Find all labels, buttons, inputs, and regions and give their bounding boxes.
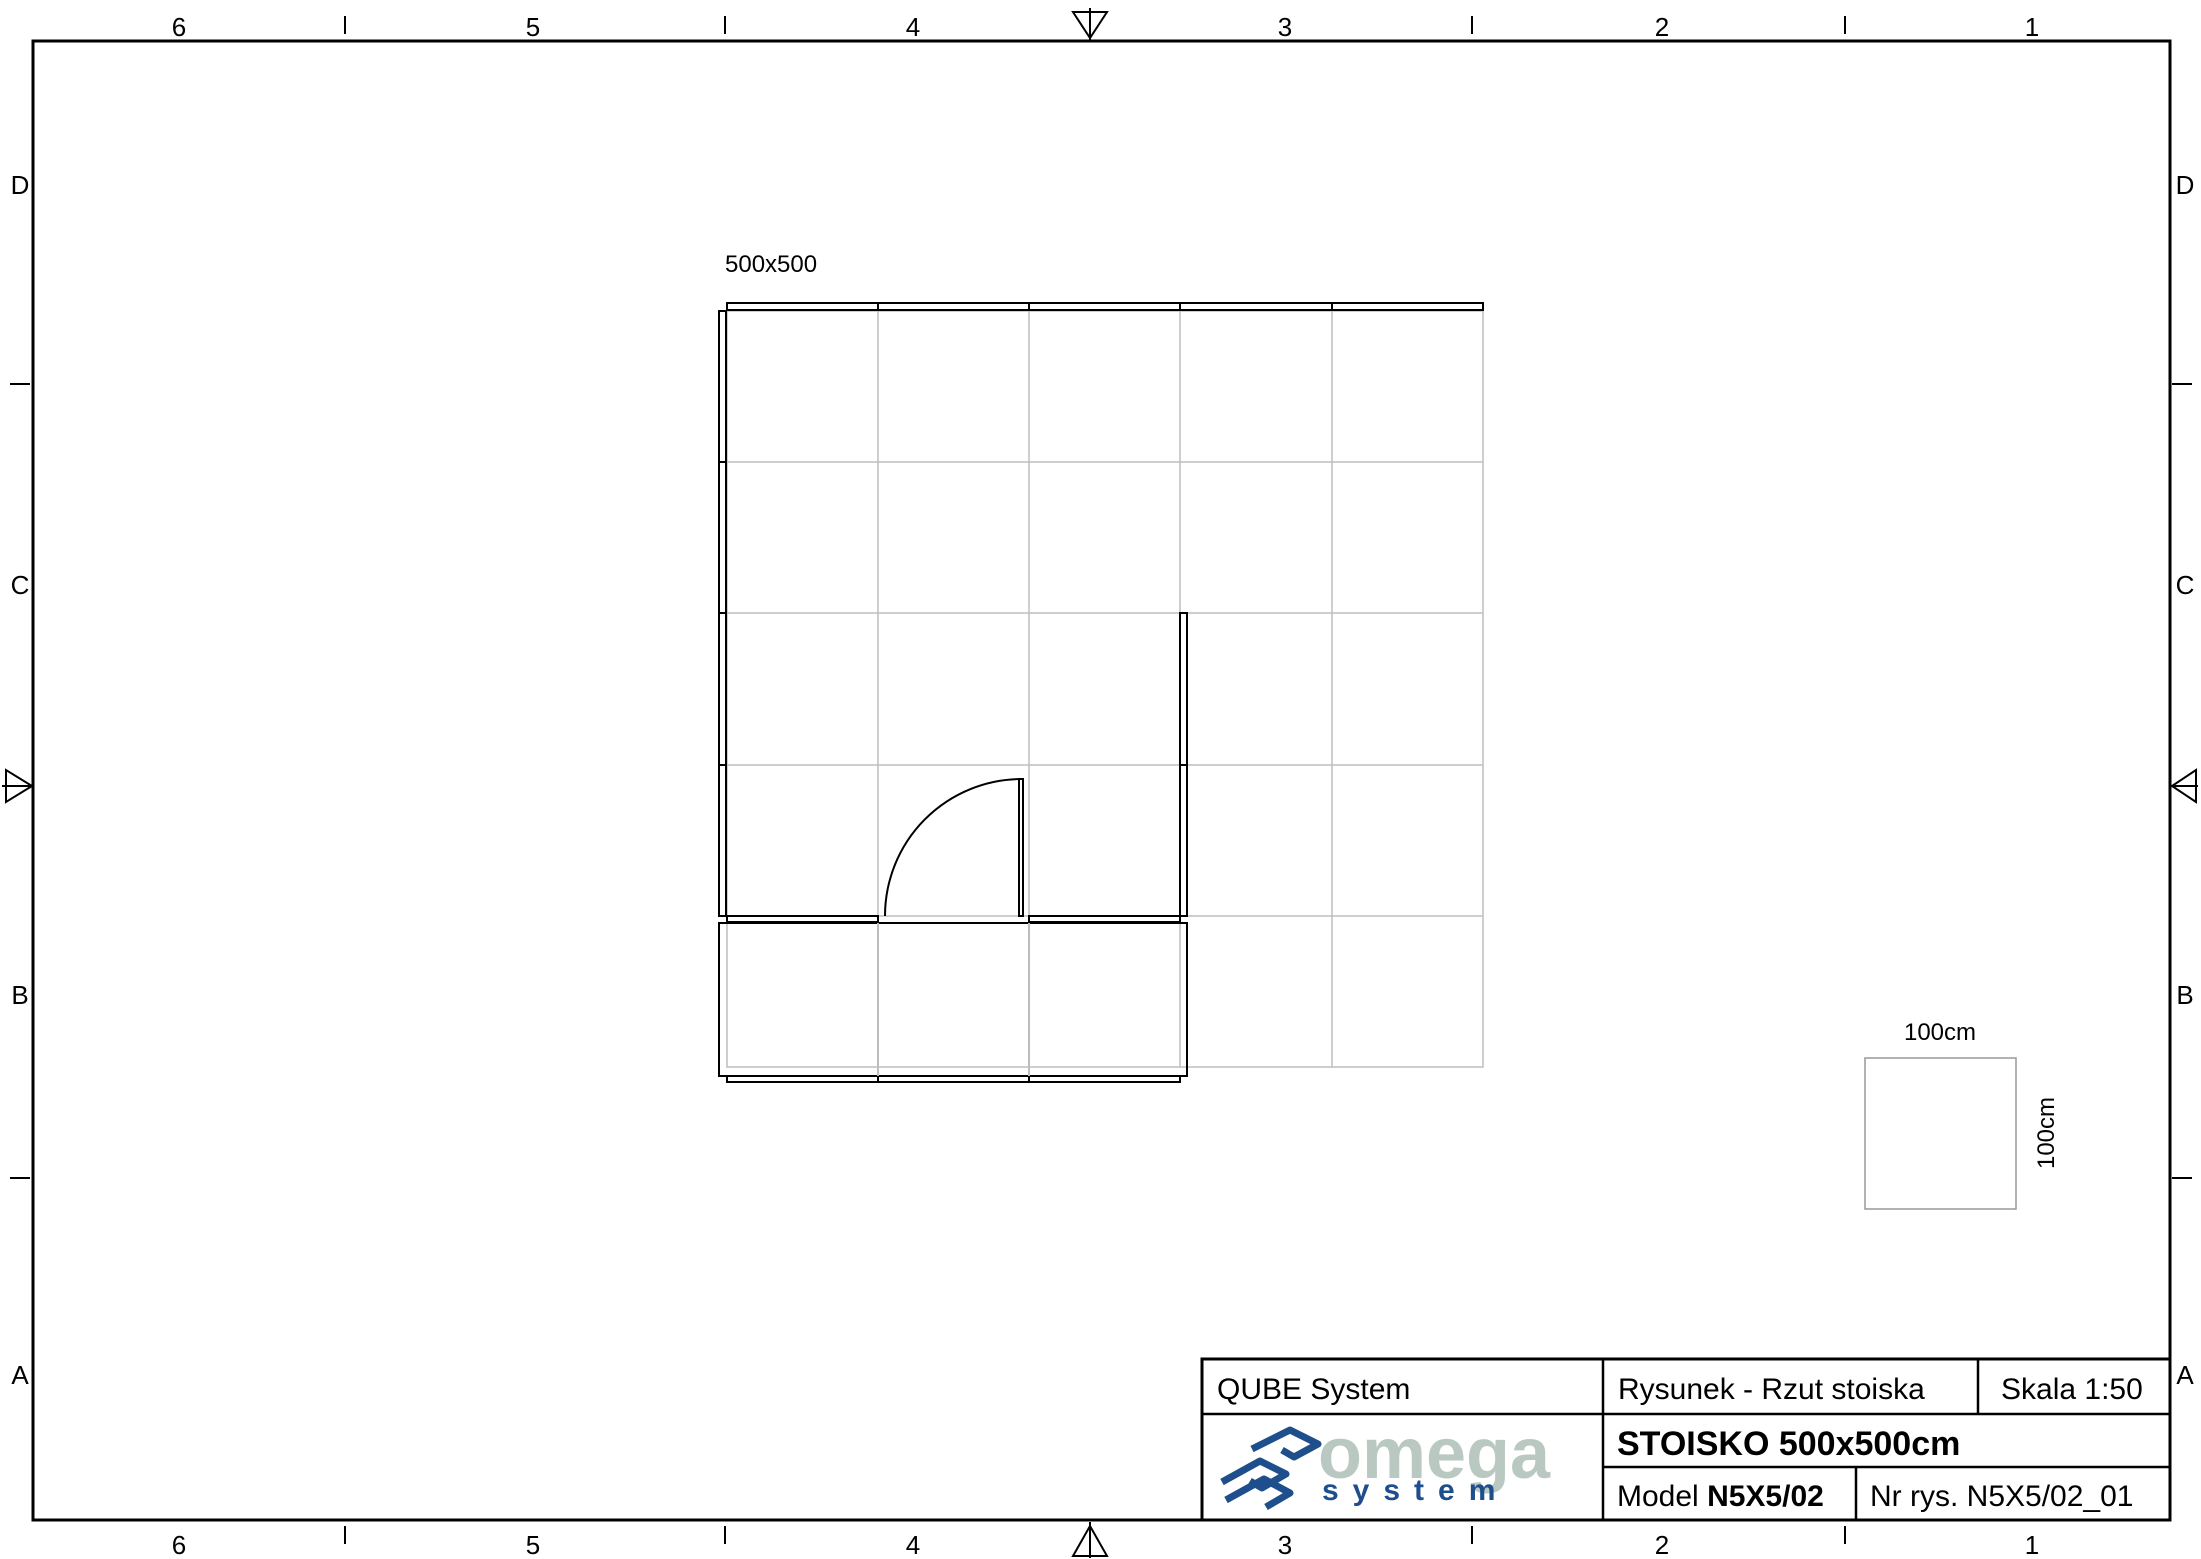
- row-labels-left: D C B A: [11, 170, 30, 1390]
- wall-panel: [1028, 915, 1181, 923]
- scale-height-label: 100cm: [2033, 1097, 2060, 1169]
- centering-marks: [2, 8, 2198, 1558]
- row-label: A: [11, 1360, 29, 1390]
- row-label: D: [2176, 170, 2195, 200]
- wall-panel: [877, 302, 1030, 311]
- row-label: A: [2176, 1360, 2194, 1390]
- row-label: B: [11, 980, 28, 1010]
- title-block: QUBE System Rysunek - Rzut stoiska Skala…: [1200, 1357, 2172, 1522]
- wall-panel: [1028, 302, 1181, 311]
- wall-panel: [726, 1075, 879, 1083]
- model-value: N5X5/02: [1707, 1480, 1824, 1513]
- column-labels-top: 6 5 4 3 2 1: [172, 12, 2039, 42]
- door: [884, 778, 1024, 917]
- drawing-scale: Skala 1:50: [2001, 1373, 2143, 1406]
- booth-size-label: 500x500: [725, 251, 817, 278]
- wall-panel: [726, 302, 879, 311]
- sheet-border: [31, 39, 2172, 1522]
- row-label: D: [11, 170, 30, 200]
- column-label: 2: [1655, 1530, 1669, 1559]
- wall-panel: [718, 612, 727, 766]
- logo-word: omega: [1318, 1414, 1551, 1494]
- scale-width-label: 100cm: [1904, 1019, 1976, 1046]
- door-swing-arc: [884, 778, 1022, 917]
- column-label: 5: [526, 12, 540, 42]
- drawing-title: STOISKO 500x500cm: [1617, 1425, 1960, 1463]
- wall-panel: [726, 915, 879, 923]
- row-labels-right: D C B A: [2176, 170, 2195, 1390]
- center-mark-left: [2, 768, 34, 804]
- center-mark-right: [2170, 768, 2198, 804]
- scale-reference: 100cm 100cm: [1864, 1019, 2060, 1210]
- model-field: Model N5X5/02: [1617, 1480, 1824, 1513]
- drawing-type: Rysunek - Rzut stoiska: [1618, 1373, 1925, 1406]
- wall-panel: [1179, 764, 1188, 917]
- center-mark-bottom: [1071, 1522, 1109, 1558]
- row-label: C: [2176, 570, 2195, 600]
- column-label: 2: [1655, 12, 1669, 42]
- column-label: 3: [1278, 12, 1292, 42]
- wall-panel: [1179, 302, 1333, 311]
- column-label: 3: [1278, 1530, 1292, 1559]
- column-label: 6: [172, 12, 186, 42]
- drawing-number: Nr rys. N5X5/02_01: [1870, 1480, 2133, 1513]
- floor-grid: [726, 310, 1484, 1068]
- logo-sub: system: [1322, 1474, 1509, 1507]
- row-label: C: [11, 570, 30, 600]
- omega-system-logo: omega system: [1220, 1414, 1551, 1511]
- scale-square: [1864, 1057, 2017, 1210]
- wall-panel: [1331, 302, 1484, 311]
- counter: [718, 922, 1188, 1077]
- column-label: 5: [526, 1530, 540, 1559]
- column-labels-bottom: 6 5 4 3 2 1: [172, 1530, 2039, 1559]
- wall-panel: [718, 310, 727, 463]
- column-label: 4: [906, 1530, 920, 1559]
- door-leaf: [1018, 778, 1024, 917]
- column-label: 4: [906, 12, 920, 42]
- wall-panel: [1179, 612, 1188, 766]
- zone-ticks: [10, 16, 2192, 1544]
- column-label: 1: [2025, 12, 2039, 42]
- column-label: 1: [2025, 1530, 2039, 1559]
- model-label: Model: [1617, 1480, 1699, 1513]
- column-label: 6: [172, 1530, 186, 1559]
- booth-walls: [718, 302, 1484, 1083]
- center-mark-top: [1071, 8, 1109, 40]
- wall-panel: [718, 764, 727, 917]
- system-name: QUBE System: [1217, 1373, 1410, 1406]
- wall-panel: [1028, 1075, 1181, 1083]
- row-label: B: [2176, 980, 2193, 1010]
- wall-panel: [877, 1075, 1030, 1083]
- logo-mark-icon: [1220, 1426, 1322, 1511]
- wall-panel: [718, 461, 727, 614]
